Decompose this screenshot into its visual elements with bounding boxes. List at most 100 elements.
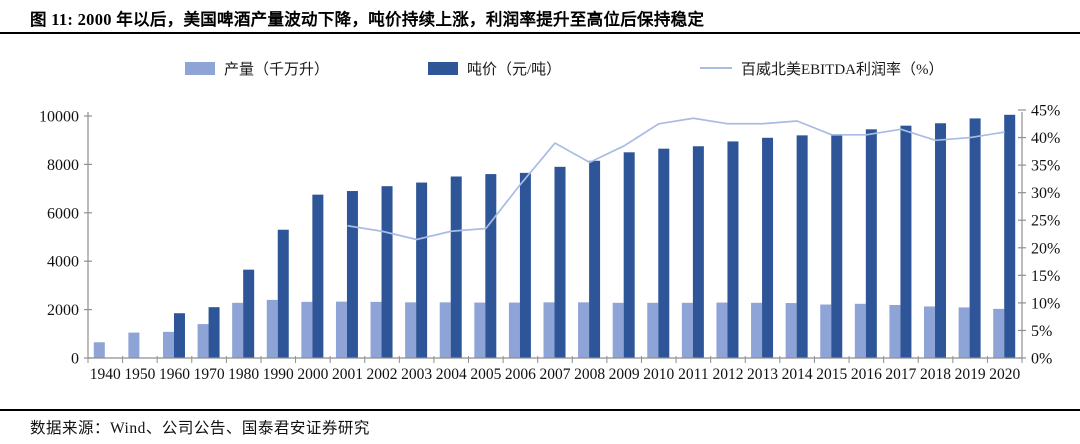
axis-tick-label: 0% — [1031, 351, 1052, 368]
axis-tick-label: 45% — [1031, 103, 1060, 120]
chart-legend: 产量（千万升） 吨价（元/吨） 百威北美EBITDA利润率（%） — [0, 57, 1080, 79]
axis-tick-label: 2006 — [505, 366, 536, 383]
bar-production — [128, 332, 140, 358]
bar-production — [197, 324, 209, 358]
bar-production — [474, 302, 486, 358]
bar-production — [924, 306, 936, 358]
axis-tick-label: 4000 — [47, 254, 79, 271]
axis-tick-label: 2008 — [574, 366, 605, 383]
bar-price — [589, 160, 601, 358]
axis-tick-label: 2000 — [47, 302, 79, 319]
bar-production — [854, 303, 866, 358]
axis-tick-label: 20% — [1031, 240, 1060, 257]
bar-price — [346, 191, 358, 358]
axis-tick-label: 2005 — [470, 366, 501, 383]
bar-price — [173, 313, 185, 358]
bar-production — [993, 308, 1005, 358]
axis-tick-label: 40% — [1031, 130, 1060, 147]
bar-price — [727, 141, 739, 358]
bar-price — [935, 123, 947, 358]
bar-production — [232, 302, 244, 358]
bar-production — [162, 331, 174, 358]
axis-tick-label: 1970 — [194, 366, 225, 383]
axis-tick-label: 1990 — [263, 366, 294, 383]
bar-production — [543, 302, 555, 358]
axis-tick-label: 1940 — [90, 366, 121, 383]
axis-tick-label: 10000 — [39, 109, 79, 126]
bar-production — [508, 302, 520, 358]
bar-production — [405, 302, 417, 358]
axis-tick-label: 2018 — [920, 366, 951, 383]
bar-price — [900, 125, 912, 359]
production-swatch-icon — [185, 61, 215, 75]
bar-price — [450, 176, 462, 358]
bar-price — [381, 186, 393, 358]
axis-tick-label: 2012 — [712, 366, 743, 383]
legend-item-price: 吨价（元/吨） — [428, 57, 561, 79]
bar-production — [820, 304, 832, 358]
axis-tick-label: 2019 — [955, 366, 986, 383]
bar-production — [301, 301, 313, 358]
bar-price — [243, 269, 255, 358]
axis-tick-label: 2017 — [885, 366, 916, 383]
bar-production — [716, 302, 728, 358]
legend-label-price: 吨价（元/吨） — [467, 61, 562, 78]
data-source: 数据来源：Wind、公司公告、国泰君安证券研究 — [30, 420, 370, 437]
axis-tick-label: 2002 — [367, 366, 398, 383]
axis-tick-label: 2009 — [609, 366, 640, 383]
legend-label-production: 产量（千万升） — [224, 61, 330, 78]
bar-production — [751, 302, 763, 358]
bar-production — [335, 301, 347, 358]
bar-production — [439, 302, 451, 358]
bar-price — [208, 307, 220, 358]
axis-tick-label: 2004 — [436, 366, 467, 383]
axis-tick-label: 8000 — [47, 157, 79, 174]
bar-production — [266, 299, 278, 358]
bar-price — [519, 172, 531, 358]
footer-divider — [0, 409, 1080, 411]
axis-tick-label: 2020 — [989, 366, 1020, 383]
bar-price — [554, 166, 566, 358]
axis-tick-label: 1980 — [228, 366, 259, 383]
bar-price — [1004, 114, 1016, 358]
axis-tick-label: 15% — [1031, 268, 1060, 285]
axis-tick-label: 30% — [1031, 185, 1060, 202]
axis-tick-label: 1950 — [124, 366, 155, 383]
bar-price — [485, 174, 497, 358]
bar-production — [612, 302, 624, 358]
title-divider — [0, 32, 1080, 34]
bar-price — [796, 135, 808, 358]
bar-production — [681, 302, 693, 358]
chart-area: 0 2000 4000 6000 8000 10000 0% 5% 10% 15% 20% 25% 30… — [0, 90, 1080, 400]
axis-tick-label: 2001 — [332, 366, 363, 383]
axis-tick-label: 35% — [1031, 158, 1060, 175]
axis-tick-label: 0 — [71, 351, 79, 368]
legend-item-ebitda: 百威北美EBITDA利润率（%） — [700, 57, 944, 79]
bar-price — [312, 194, 324, 358]
axis-tick-label: 2007 — [540, 366, 571, 383]
bar-production — [889, 305, 901, 358]
axis-tick-label: 25% — [1031, 213, 1060, 230]
legend-item-production: 产量（千万升） — [185, 57, 329, 79]
axis-tick-label: 2011 — [678, 366, 708, 383]
bar-production — [93, 342, 105, 358]
bar-production — [370, 301, 382, 358]
axis-tick-label: 5% — [1031, 323, 1052, 340]
bar-price — [623, 152, 635, 358]
axis-tick-label: 2014 — [782, 366, 813, 383]
bar-price — [658, 148, 670, 358]
bar-price — [277, 229, 289, 358]
bar-price — [692, 146, 704, 358]
axis-tick-label: 2015 — [816, 366, 847, 383]
axis-tick-label: 2000 — [297, 366, 328, 383]
figure-title: 图 11: 2000 年以后，美国啤酒产量波动下降，吨价持续上涨，利润率提升至高… — [30, 10, 705, 29]
bar-price — [831, 134, 843, 358]
combo-chart-canvas: 0 2000 4000 6000 8000 10000 0% 5% 10% 15% 20% 25% 30… — [39, 103, 1060, 384]
legend-label-ebitda: 百威北美EBITDA利润率（%） — [741, 61, 944, 78]
axis-tick-label: 2003 — [401, 366, 432, 383]
axis-tick-label: 2010 — [643, 366, 674, 383]
axis-tick-label: 10% — [1031, 295, 1060, 312]
bar-price — [969, 118, 981, 358]
bar-price — [865, 129, 877, 358]
